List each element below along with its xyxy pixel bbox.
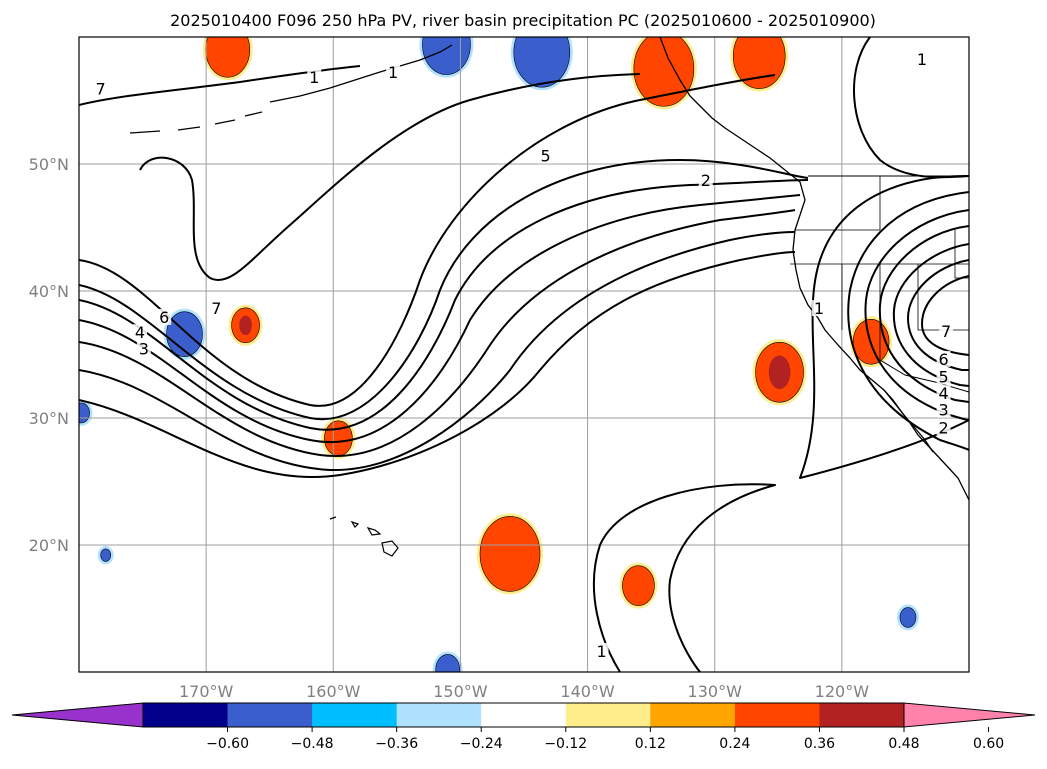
- y-tick-label: 20°N: [29, 536, 69, 555]
- chart-title: 2025010400 F096 250 hPa PV, river basin …: [170, 11, 876, 30]
- precip-anomaly-blob: [622, 566, 654, 606]
- colorbar-segment: [566, 703, 651, 727]
- colorbar-extend-max: [904, 703, 1035, 727]
- precip-anomaly-blob: [74, 403, 90, 423]
- x-tick-label: 120°W: [815, 682, 870, 701]
- colorbar-tick-label: 0.36: [804, 736, 835, 752]
- x-tick-label: 170°W: [179, 682, 234, 701]
- pv-contour-label: 1: [309, 68, 319, 87]
- colorbar-tick-label: 0.48: [888, 736, 919, 752]
- pv-contour-label: 2: [938, 418, 948, 437]
- colorbar-tick-label: −0.24: [460, 736, 503, 752]
- colorbar: −0.60 −0.48 −0.36 −0.24 −0.12 0.12 0.24 0.36 0.4…: [12, 703, 1035, 752]
- precip-anomaly-blob: [480, 516, 540, 591]
- precip-anomaly-blob: [900, 607, 916, 627]
- precip-anomaly-core: [769, 355, 791, 389]
- pv-contour-label: 1: [917, 50, 927, 69]
- pv-contour-label: 7: [96, 79, 106, 98]
- pv-contour-label: 6: [159, 308, 169, 327]
- precip-anomaly-core: [239, 315, 252, 335]
- precip-anomaly-blob: [733, 24, 785, 89]
- pv-contour-label: 2: [701, 171, 711, 190]
- colorbar-segment: [228, 703, 313, 727]
- colorbar-tick-label: −0.60: [206, 736, 249, 752]
- y-tick-label: 30°N: [29, 409, 69, 428]
- pv-contour-label: 1: [388, 63, 398, 82]
- colorbar-tick-label: 0.24: [719, 736, 750, 752]
- colorbar-tick-label: −0.12: [544, 736, 587, 752]
- pv-contour-label: 7: [211, 299, 221, 318]
- pv-contour-label: 5: [541, 147, 551, 166]
- colorbar-extend-min: [12, 703, 143, 727]
- y-tick-label: 50°N: [29, 155, 69, 174]
- precip-anomaly-blob: [206, 22, 250, 77]
- colorbar-segment: [312, 703, 397, 727]
- x-tick-label: 130°W: [688, 682, 743, 701]
- pv-contour-label: 1: [596, 642, 606, 661]
- x-tick-label: 140°W: [560, 682, 615, 701]
- colorbar-tick-label: 0.12: [635, 736, 666, 752]
- colorbar-segment: [735, 703, 820, 727]
- colorbar-tick-label: −0.36: [375, 736, 418, 752]
- colorbar-segment: [819, 703, 904, 727]
- colorbar-segment: [143, 703, 228, 727]
- pv-contour-label: 3: [139, 340, 149, 359]
- colorbar-segment: [650, 703, 735, 727]
- colorbar-tick-label: −0.48: [291, 736, 334, 752]
- pv-contour-label: 3: [938, 401, 948, 420]
- x-tick-label: 160°W: [306, 682, 361, 701]
- colorbar-segment: [397, 703, 482, 727]
- precip-anomaly-blob: [436, 654, 460, 684]
- pv-contour-label: 1: [814, 299, 824, 318]
- pv-contour-label: 7: [941, 322, 951, 341]
- colorbar-segment: [481, 703, 566, 727]
- y-tick-label: 40°N: [29, 282, 69, 301]
- x-tick-label: 150°W: [433, 682, 488, 701]
- pv-contour-label: 6: [938, 350, 948, 369]
- colorbar-tick-label: 0.60: [973, 736, 1004, 752]
- precip-anomaly-blob: [101, 549, 111, 562]
